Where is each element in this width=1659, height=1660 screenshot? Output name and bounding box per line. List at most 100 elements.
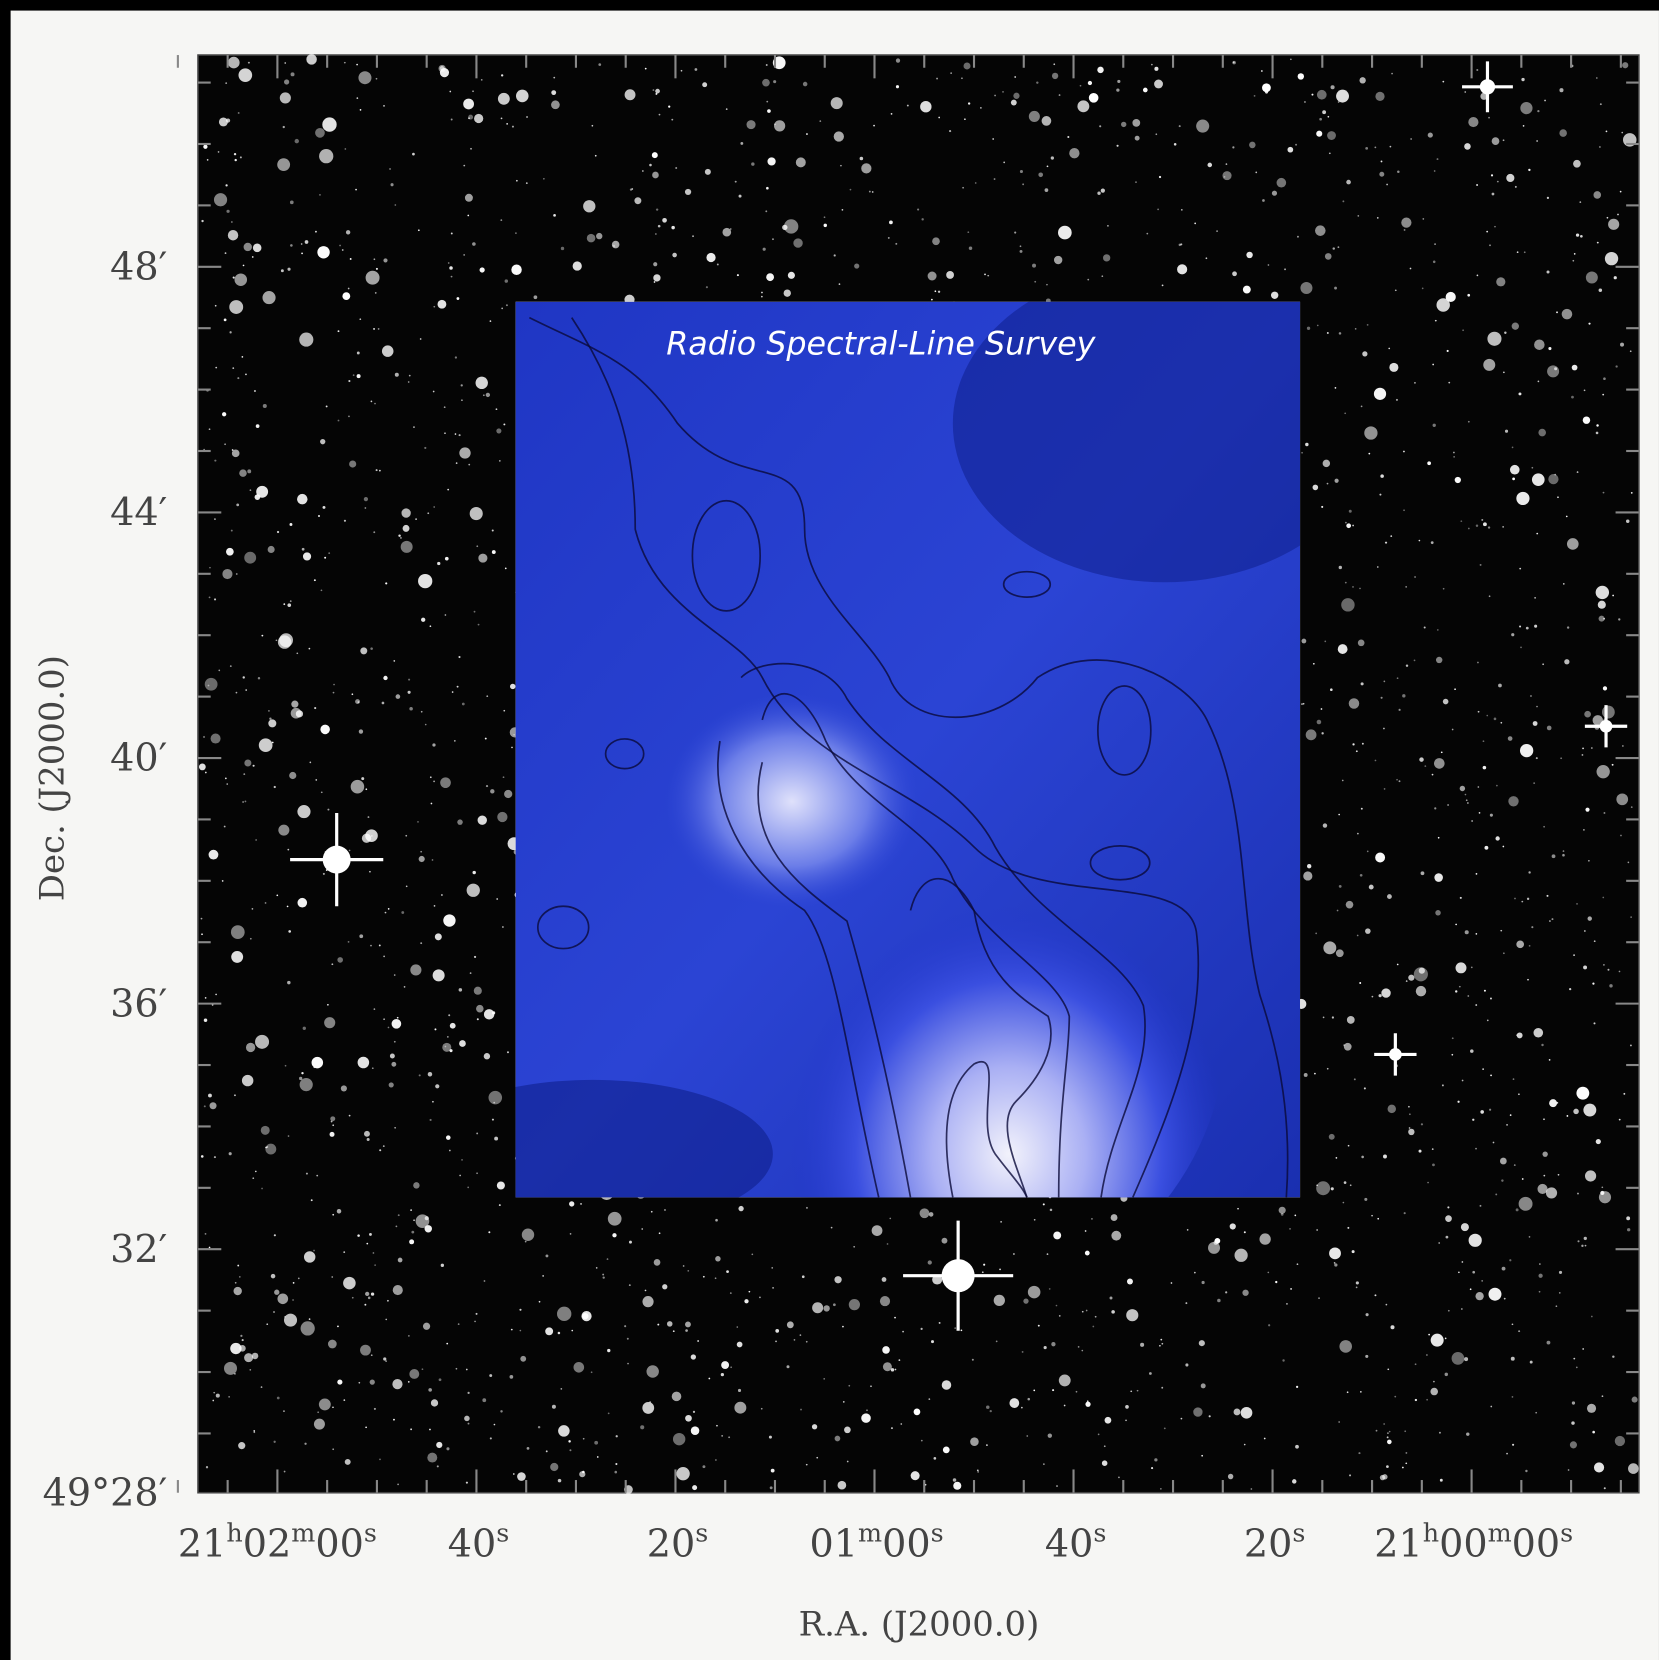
star <box>653 274 660 281</box>
star <box>1206 257 1208 259</box>
star <box>520 1356 526 1362</box>
star <box>1344 1043 1352 1051</box>
star <box>934 1457 937 1460</box>
star <box>1480 1110 1484 1114</box>
star <box>408 1381 410 1383</box>
star <box>1319 118 1322 121</box>
y-tick-label: 40′ <box>110 736 167 780</box>
star <box>1628 862 1630 864</box>
star <box>1408 1106 1410 1108</box>
star <box>245 689 247 691</box>
star <box>823 1378 825 1380</box>
star <box>1476 873 1478 875</box>
star <box>472 871 475 874</box>
star <box>409 1239 414 1244</box>
star <box>980 107 982 109</box>
star <box>1579 201 1581 203</box>
star <box>975 182 977 184</box>
star <box>1438 1242 1440 1244</box>
star <box>1316 1184 1318 1186</box>
star <box>1476 933 1478 935</box>
star <box>1301 703 1303 705</box>
star <box>1481 519 1483 521</box>
star <box>456 297 459 300</box>
star <box>1022 183 1024 185</box>
tick-unit: m <box>291 1517 315 1547</box>
star <box>1452 729 1454 731</box>
star <box>290 523 293 526</box>
star <box>242 356 244 358</box>
star <box>1512 447 1514 449</box>
star <box>413 1182 419 1188</box>
star <box>928 1260 932 1264</box>
star <box>1098 1434 1100 1436</box>
y-axis-label: Dec. (J2000.0) <box>33 655 72 901</box>
star <box>1327 116 1329 118</box>
star <box>216 1394 220 1398</box>
star <box>568 1440 570 1442</box>
star <box>1151 64 1153 66</box>
star <box>1140 1343 1144 1347</box>
star <box>774 120 785 131</box>
star <box>1003 162 1005 164</box>
star <box>1603 377 1606 380</box>
star <box>1518 1093 1520 1095</box>
star <box>645 1290 647 1292</box>
star <box>204 1105 206 1107</box>
star <box>392 1019 402 1029</box>
star <box>1387 1440 1392 1445</box>
star <box>692 1485 697 1490</box>
star <box>1298 73 1304 79</box>
star <box>1367 324 1369 326</box>
star <box>1527 898 1529 900</box>
star <box>1347 1391 1349 1393</box>
star <box>412 153 415 156</box>
star <box>1446 292 1456 302</box>
star <box>410 1428 412 1430</box>
star <box>394 204 396 206</box>
tick-number: 00 <box>882 1521 931 1565</box>
star <box>1447 804 1449 806</box>
star <box>1383 728 1385 730</box>
star <box>1356 1281 1359 1284</box>
star <box>1383 681 1385 683</box>
star <box>1464 143 1471 150</box>
star <box>1630 916 1632 918</box>
star <box>244 552 256 564</box>
star <box>1244 1444 1246 1446</box>
star <box>738 1206 743 1211</box>
star <box>1431 1334 1444 1347</box>
star <box>1369 885 1374 890</box>
star <box>476 1005 484 1013</box>
star <box>420 851 422 853</box>
star <box>240 156 242 158</box>
star <box>332 1406 334 1408</box>
star <box>1026 1435 1028 1437</box>
star <box>309 762 311 764</box>
star <box>614 1471 617 1474</box>
star <box>1583 965 1587 969</box>
star <box>1564 659 1569 664</box>
star <box>315 779 317 781</box>
star <box>1419 540 1421 542</box>
star <box>1086 1310 1088 1312</box>
star <box>1415 1399 1417 1401</box>
star <box>738 1389 741 1392</box>
star <box>492 1119 494 1121</box>
star <box>1357 215 1359 217</box>
star <box>1596 1139 1601 1144</box>
star <box>961 1329 963 1331</box>
star <box>693 1411 695 1413</box>
star <box>996 1340 998 1342</box>
star <box>1390 146 1392 148</box>
star <box>246 1043 255 1052</box>
star <box>888 237 890 239</box>
star <box>421 618 425 622</box>
star <box>476 1132 478 1134</box>
star <box>237 377 239 379</box>
star <box>1600 103 1602 105</box>
star <box>1344 412 1346 414</box>
star <box>1517 1032 1523 1038</box>
star <box>1574 253 1576 255</box>
star <box>1361 808 1363 810</box>
